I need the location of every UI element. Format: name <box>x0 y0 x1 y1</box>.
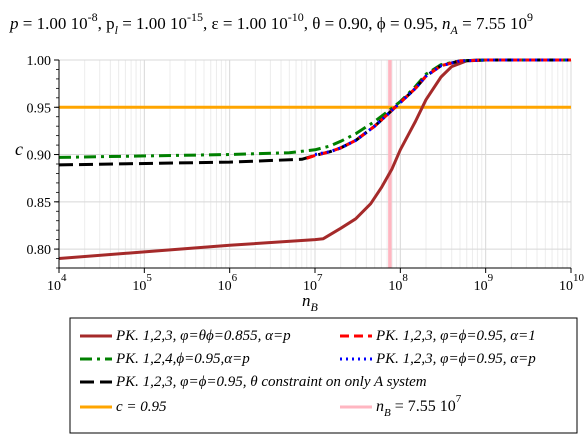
header-eps: , ε = 1.00 10 <box>203 14 288 33</box>
legend: PK. 1,2,3, φ=θϕ=0.855, α=p PK. 1,2,3, φ=ϕ… <box>80 328 536 419</box>
legend-label: PK. 1,2,3, φ=ϕ=0.95, α=1 <box>375 328 536 344</box>
header-p-value: = 1.00 10 <box>19 14 88 33</box>
header-na-exp: 9 <box>527 10 533 24</box>
header-p-label: p <box>9 14 19 33</box>
series-line-3 <box>306 58 571 160</box>
series-layer <box>58 58 571 268</box>
legend-label: nB = 7.55 107 <box>376 393 462 419</box>
legend-label: PK. 1,2,4,ϕ=0.95,α=p <box>115 351 250 367</box>
x-tick-label: 106 <box>218 272 238 294</box>
header-pl-exp: -15 <box>187 10 203 24</box>
series-line-1 <box>58 58 571 159</box>
x-tick-label: 108 <box>388 272 408 294</box>
legend-label: PK. 1,2,3, φ=ϕ=0.95, θ constraint on onl… <box>115 374 427 390</box>
header-na-sub: A <box>450 23 459 37</box>
y-tick-label: 0.85 <box>27 196 52 211</box>
header-pl-sub: l <box>115 23 119 37</box>
y-axis-label: c <box>15 139 23 159</box>
x-tick-label: 104 <box>47 272 67 294</box>
legend-label: PK. 1,2,3, φ=ϕ=0.95, α=p <box>375 351 536 367</box>
header-pl-label: , p <box>98 14 115 33</box>
header-pl-value: = 1.00 10 <box>118 14 187 33</box>
y-tick-label: 1.00 <box>27 54 52 69</box>
y-tick-label: 0.90 <box>27 149 52 164</box>
header-na-value: = 7.55 10 <box>458 14 527 33</box>
tick-labels: 104 105 106 107 108 109 1010 0.80 0.85 0.90 0.95 1.… <box>27 54 585 294</box>
x-tick-label: 105 <box>132 272 152 294</box>
header-eps-exp: -10 <box>288 10 304 24</box>
axes <box>54 59 572 273</box>
x-tick-label: 109 <box>474 272 494 294</box>
header-p-exp: -8 <box>88 10 98 24</box>
x-tick-label: 107 <box>303 272 323 294</box>
legend-label: c = 0.95 <box>116 399 167 415</box>
header-na-label: n <box>442 14 451 33</box>
y-tick-label: 0.80 <box>27 243 52 258</box>
y-tick-label: 0.95 <box>27 101 52 116</box>
grid-lines <box>58 59 572 268</box>
header-theta: , θ = 0.90, ϕ = 0.95, <box>304 14 442 33</box>
x-tick-label: 1010 <box>559 272 585 294</box>
x-axis-label: nB <box>302 291 319 314</box>
legend-label: PK. 1,2,3, φ=θϕ=0.855, α=p <box>115 328 291 344</box>
chart-header: p = 1.00 10-8, pl = 1.00 10-15, ε = 1.00… <box>9 10 533 37</box>
legend-box <box>69 317 578 434</box>
series-line-0 <box>58 58 571 260</box>
